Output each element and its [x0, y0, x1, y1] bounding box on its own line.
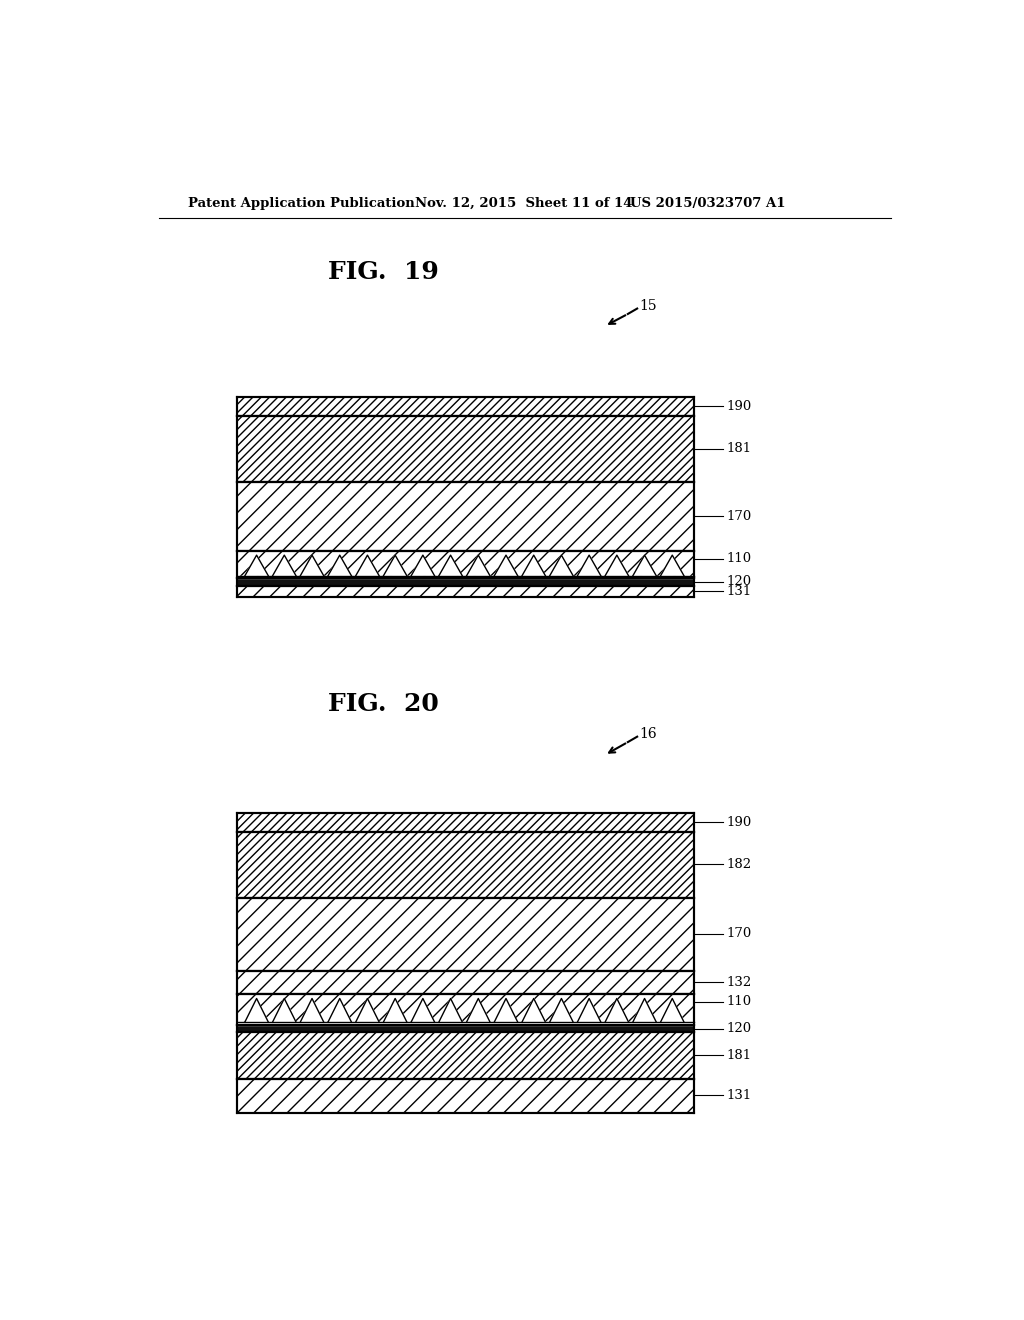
Polygon shape [550, 556, 573, 576]
Polygon shape [355, 556, 379, 576]
Bar [237, 578, 693, 586]
Text: FIG.  19: FIG. 19 [329, 260, 439, 284]
Text: FIG.  20: FIG. 20 [329, 692, 439, 715]
Polygon shape [300, 556, 324, 576]
Text: 170: 170 [726, 927, 752, 940]
Text: 181: 181 [726, 1049, 752, 1063]
Text: 132: 132 [726, 975, 752, 989]
Polygon shape [300, 998, 324, 1022]
Text: 16: 16 [640, 727, 657, 742]
Text: 190: 190 [726, 400, 752, 413]
Bar [237, 586, 693, 598]
Polygon shape [522, 556, 546, 576]
Text: 131: 131 [726, 1089, 752, 1102]
Text: 120: 120 [726, 1022, 752, 1035]
Polygon shape [272, 998, 296, 1022]
Bar [237, 994, 693, 1024]
Polygon shape [467, 998, 490, 1022]
Polygon shape [467, 556, 490, 576]
Polygon shape [439, 998, 463, 1022]
Text: 131: 131 [726, 585, 752, 598]
Text: 110: 110 [726, 552, 752, 565]
Polygon shape [633, 998, 656, 1022]
Polygon shape [633, 556, 656, 576]
Polygon shape [272, 556, 296, 576]
Polygon shape [328, 998, 351, 1022]
Text: 120: 120 [726, 576, 752, 589]
Bar [237, 813, 693, 832]
Polygon shape [439, 556, 463, 576]
Text: 110: 110 [726, 995, 752, 1008]
Text: 181: 181 [726, 442, 752, 455]
Text: US 2015/0323707 A1: US 2015/0323707 A1 [630, 197, 785, 210]
Bar [237, 416, 693, 482]
Bar [237, 1024, 693, 1032]
Text: Patent Application Publication: Patent Application Publication [188, 197, 415, 210]
Bar [237, 552, 693, 578]
Polygon shape [355, 998, 379, 1022]
Polygon shape [578, 998, 601, 1022]
Polygon shape [605, 556, 629, 576]
Text: 182: 182 [726, 858, 752, 871]
Bar [237, 970, 693, 994]
Polygon shape [245, 998, 268, 1022]
Polygon shape [245, 556, 268, 576]
Polygon shape [495, 556, 518, 576]
Bar [237, 832, 693, 898]
Bar [237, 397, 693, 416]
Bar [237, 898, 693, 970]
Polygon shape [660, 556, 684, 576]
Polygon shape [550, 998, 573, 1022]
Polygon shape [578, 556, 601, 576]
Polygon shape [411, 998, 434, 1022]
Polygon shape [522, 998, 546, 1022]
Polygon shape [411, 556, 434, 576]
Bar [237, 1078, 693, 1113]
Bar [237, 1032, 693, 1078]
Polygon shape [328, 556, 351, 576]
Bar [237, 482, 693, 552]
Polygon shape [383, 556, 407, 576]
Polygon shape [605, 998, 629, 1022]
Text: 170: 170 [726, 510, 752, 523]
Text: 15: 15 [640, 300, 657, 313]
Text: Nov. 12, 2015  Sheet 11 of 14: Nov. 12, 2015 Sheet 11 of 14 [415, 197, 632, 210]
Polygon shape [383, 998, 407, 1022]
Polygon shape [660, 998, 684, 1022]
Polygon shape [495, 998, 518, 1022]
Text: 190: 190 [726, 816, 752, 829]
